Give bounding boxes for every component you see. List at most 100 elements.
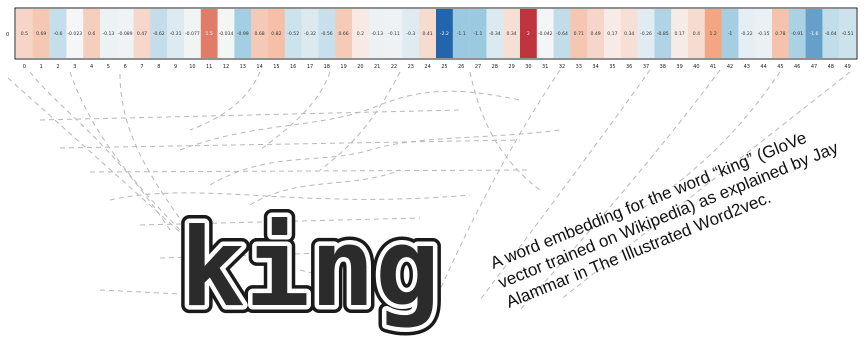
index-tick-label: 34 <box>592 64 598 70</box>
cell-value-label: -0.32 <box>304 31 316 37</box>
heatmap-cell <box>335 9 353 58</box>
index-tick-label: 22 <box>391 64 397 70</box>
cell-value-label: 0.71 <box>574 31 584 37</box>
heatmap-cell <box>604 9 621 58</box>
index-tick-label: 42 <box>727 64 733 70</box>
index-tick-label: 26 <box>458 64 464 70</box>
cell-value-label: -0.22 <box>741 31 753 37</box>
heatmap-cell <box>16 9 33 58</box>
index-tick-label: 14 <box>256 64 262 70</box>
index-tick-label: 27 <box>475 64 481 70</box>
heatmap-cell <box>637 9 655 58</box>
word-outline: king <box>180 206 440 331</box>
dashed-guide-lines <box>7 69 851 311</box>
heatmap-frame <box>14 7 858 60</box>
index-tick-label: 25 <box>441 64 447 70</box>
index-tick-label: 3 <box>73 64 76 70</box>
index-tick-label: 49 <box>844 64 850 70</box>
index-tick-label: 29 <box>508 64 514 70</box>
cell-value-label: 0.66 <box>338 31 348 37</box>
cell-value-label: 1.5 <box>206 31 213 37</box>
cell-value-label: 0.78 <box>775 31 785 37</box>
heatmap-cell <box>570 9 588 58</box>
cell-value-label: -0.64 <box>825 31 837 37</box>
dashed-guide-line <box>69 71 186 236</box>
cell-value-label: -0.26 <box>640 31 652 37</box>
word-outline-inner: king <box>180 206 440 331</box>
heatmap-cell <box>419 9 437 58</box>
cell-value-label: 0.41 <box>422 31 432 37</box>
heatmap-cell <box>100 9 117 58</box>
word-king: king king king <box>172 198 448 339</box>
row-label: 0 <box>6 32 9 38</box>
index-tick-label: 44 <box>760 64 766 70</box>
cell-value-label: -0.34 <box>489 31 501 37</box>
heatmap-cell <box>234 9 252 58</box>
heatmap-cell <box>32 9 50 58</box>
index-tick-label: 10 <box>189 64 195 70</box>
index-tick-label: 45 <box>777 64 783 70</box>
dashed-guide-line <box>209 129 561 186</box>
heatmap-cell <box>688 9 705 58</box>
cell-value-label: -0.13 <box>371 31 383 37</box>
heatmap-cell <box>486 9 504 58</box>
dashed-guide-line <box>479 69 651 301</box>
heatmap-cell <box>402 9 420 58</box>
cell-value-label: -0.64 <box>556 31 568 37</box>
cell-value-label: -0.62 <box>153 31 165 37</box>
cell-value-label: 0.5 <box>21 31 28 37</box>
dashed-guide-line <box>7 77 201 251</box>
cell-value-label: 0.17 <box>607 31 617 37</box>
heatmap-cell <box>469 9 487 58</box>
index-tick-label: 41 <box>710 64 716 70</box>
cell-value-label: 0.82 <box>271 31 281 37</box>
index-tick-label: 33 <box>576 64 582 70</box>
index-tick-label: 19 <box>340 64 346 70</box>
heatmap-cell <box>788 9 806 58</box>
cell-value-label: -0.042 <box>538 31 553 37</box>
cell-value-label: -0.31 <box>170 31 182 37</box>
index-tick-label: 46 <box>794 64 800 70</box>
cell-value-label: -0.6 <box>54 31 63 37</box>
index-tick-label: 38 <box>660 64 666 70</box>
index-labels: 0 1 2 3 4 5 6 7 8 9 10 11 12 13 14 15 16 17 18 19 20 21 22 23 24… <box>23 64 851 70</box>
cell-value-label: -0.91 <box>791 31 803 37</box>
index-tick-label: 13 <box>240 64 246 70</box>
cell-value-label: 0.34 <box>506 31 516 37</box>
heatmap-cell <box>755 9 773 58</box>
dashed-guide-line <box>249 169 401 206</box>
cell-value-label: -0.56 <box>321 31 333 37</box>
cell-value-label: 0.49 <box>590 31 600 37</box>
cell-value-label: -1.6 <box>810 31 819 37</box>
heatmap-cell <box>772 9 789 58</box>
index-tick-label: 32 <box>559 64 565 70</box>
heatmap-cell <box>553 9 571 58</box>
heatmap-cell <box>654 9 672 58</box>
dashed-guide-line <box>259 71 331 151</box>
heatmap-cell <box>200 9 218 58</box>
index-tick-label: 47 <box>811 64 817 70</box>
cell-value-label: 1.2 <box>710 31 717 37</box>
heatmap-cell <box>83 9 101 58</box>
dashed-guide-line <box>99 289 301 301</box>
cell-value-label: -1.1 <box>457 31 466 37</box>
cell-value-label: -0.15 <box>758 31 770 37</box>
dashed-guide-line <box>139 217 421 226</box>
dashed-guide-line <box>559 71 851 301</box>
heatmap-cell <box>536 9 554 58</box>
dashed-guide-line <box>89 169 531 173</box>
dashed-guide-line <box>39 109 461 121</box>
index-tick-label: 9 <box>174 64 177 70</box>
heatmap-cell <box>620 9 638 58</box>
cell-value-label: -0.077 <box>185 31 200 37</box>
cell-value-label: 0.69 <box>36 31 46 37</box>
dashed-guide-line <box>639 71 781 211</box>
index-tick-label: 16 <box>290 64 296 70</box>
index-tick-label: 23 <box>408 64 414 70</box>
heatmap-cell <box>805 9 823 58</box>
cell-value-label: -0.51 <box>842 31 854 37</box>
dashed-guide-line <box>159 251 361 259</box>
heatmap-cell <box>116 9 134 58</box>
index-tick-label: 24 <box>424 64 430 70</box>
